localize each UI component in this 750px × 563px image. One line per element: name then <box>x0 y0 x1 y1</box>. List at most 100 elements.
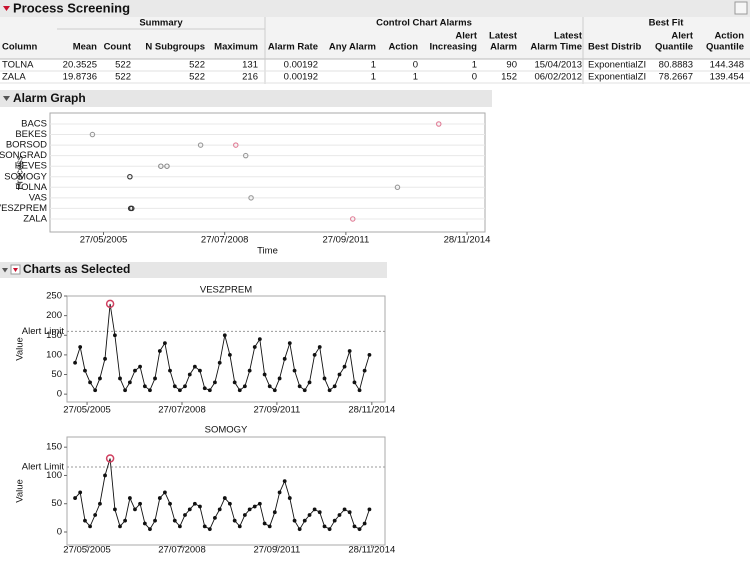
outline-toggle[interactable] <box>2 268 8 273</box>
data-point <box>242 513 247 517</box>
table-cell: 216 <box>242 72 258 83</box>
data-point <box>352 380 357 385</box>
data-point <box>103 473 107 478</box>
table-cell: 1 <box>371 72 376 83</box>
x-tick-label: 27/09/2011 <box>322 235 369 246</box>
data-point <box>123 388 127 393</box>
data-point <box>262 372 267 377</box>
data-point <box>83 518 87 523</box>
alarm-point <box>394 184 401 191</box>
x-tick-label: 27/05/2005 <box>63 405 111 416</box>
y-tick-label: 0 <box>57 389 62 400</box>
y-tick-label: 100 <box>46 470 62 481</box>
table-cell: 522 <box>115 72 131 83</box>
outline-toggle[interactable] <box>3 96 10 101</box>
column-header: Latest <box>489 31 518 42</box>
data-point <box>118 376 122 381</box>
x-tick-label: 27/09/2011 <box>253 405 300 416</box>
plot-frame <box>66 295 386 403</box>
data-point <box>287 341 292 346</box>
data-point <box>297 384 302 389</box>
column-header: Alert <box>455 31 477 42</box>
table-cell: 15/04/2013 <box>534 60 582 71</box>
column-header: Alert <box>671 31 693 42</box>
data-point <box>153 376 157 381</box>
data-point <box>118 524 122 529</box>
data-point <box>198 504 202 509</box>
data-point <box>78 490 83 495</box>
data-point <box>282 356 287 361</box>
column-header: Quantile <box>706 42 744 53</box>
report-title: Process Screening <box>13 0 130 15</box>
data-point <box>222 333 227 338</box>
data-point <box>242 384 247 389</box>
data-point <box>138 501 142 506</box>
data-point <box>342 364 347 369</box>
data-point <box>105 299 115 309</box>
y-axis-label: Value <box>15 337 26 361</box>
data-point <box>222 496 227 500</box>
data-point <box>337 372 342 377</box>
table-cell: 1 <box>472 60 477 71</box>
alarm-point <box>242 152 249 159</box>
data-point <box>347 510 352 515</box>
table-cell: 90 <box>506 60 517 71</box>
table-cell: ZALA <box>2 72 26 83</box>
column-header: Any Alarm <box>329 42 376 53</box>
data-point <box>148 388 152 393</box>
x-tick-label: 27/07/2008 <box>158 545 206 556</box>
x-tick-label: 27/07/2008 <box>201 235 249 246</box>
outline-toggle[interactable] <box>3 6 10 11</box>
y-tick-label: BACS <box>21 119 47 130</box>
data-point <box>267 524 272 529</box>
data-point <box>257 337 262 342</box>
data-point <box>272 510 277 515</box>
data-point <box>168 501 172 506</box>
chart-title: VESZPREM <box>200 285 252 296</box>
data-point <box>78 345 83 349</box>
y-tick-label: HEVES <box>15 161 47 172</box>
y-tick-label: 50 <box>51 369 62 380</box>
data-point <box>172 384 177 389</box>
column-header: Count <box>104 42 132 53</box>
data-point <box>317 345 322 349</box>
y-tick-label: 200 <box>46 310 62 321</box>
data-point <box>367 507 372 512</box>
alarm-point <box>233 142 239 148</box>
column-header: Alarm <box>490 42 517 53</box>
y-tick-label: BEKES <box>15 129 47 140</box>
data-point <box>292 518 297 523</box>
data-point <box>163 490 167 495</box>
data-point <box>98 376 102 381</box>
y-tick-label: 50 <box>51 498 62 509</box>
x-axis-label: Time <box>257 246 278 257</box>
data-point <box>262 521 267 526</box>
plot-frame <box>66 436 386 546</box>
menu-icon[interactable] <box>734 1 748 15</box>
table-cell: 78.2667 <box>659 72 693 83</box>
data-point <box>227 352 232 357</box>
menu-arrow <box>13 268 18 272</box>
data-point <box>217 360 222 365</box>
data-point <box>202 386 207 391</box>
alarm-point <box>89 131 96 138</box>
data-point <box>252 345 257 349</box>
table-cell: 0.00192 <box>284 60 318 71</box>
table-header-bg <box>0 17 750 59</box>
table-cell: 06/02/2012 <box>534 72 582 83</box>
data-point <box>142 521 147 526</box>
data-point <box>322 524 327 529</box>
title-bar <box>0 0 750 17</box>
group-header: Summary <box>139 18 183 29</box>
y-tick-label: TOLNA <box>15 182 47 193</box>
data-point <box>168 368 172 373</box>
y-axis-label: Process <box>15 155 26 190</box>
alert-limit-label: Alert Limit <box>22 461 65 472</box>
y-tick-label: VAS <box>29 192 47 203</box>
table-cell: 522 <box>189 60 205 71</box>
data-point <box>277 490 282 495</box>
data-point <box>357 527 362 532</box>
data-point <box>312 352 317 357</box>
column-header: N Subgroups <box>145 42 205 53</box>
